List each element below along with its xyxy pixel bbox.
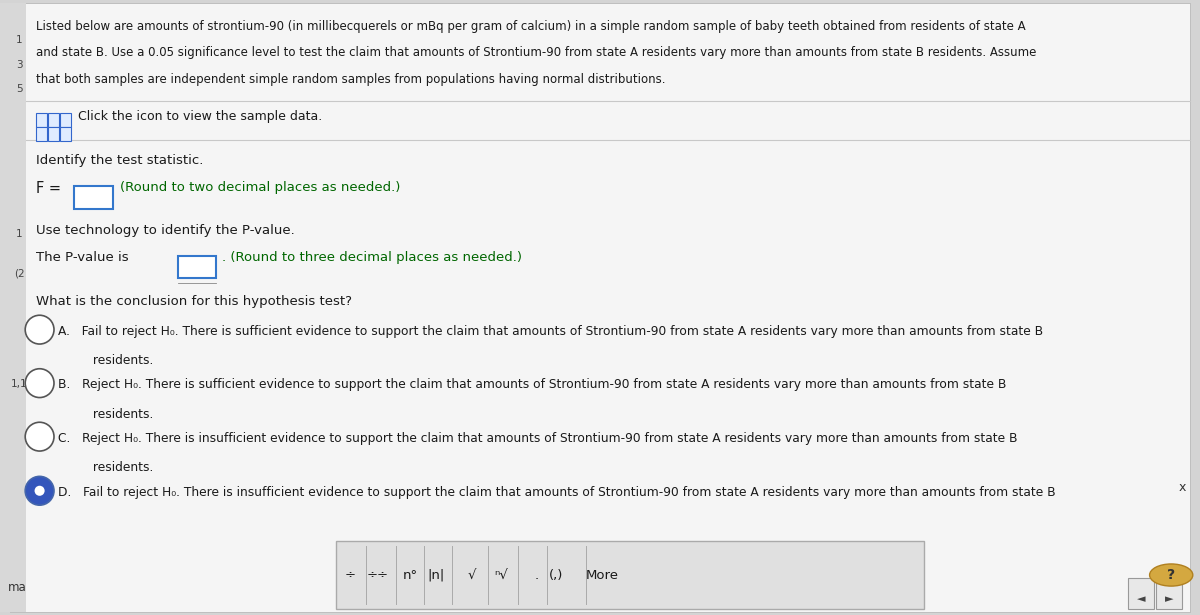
Text: More: More [586,568,619,582]
Bar [1156,578,1182,609]
Text: ma: ma [7,581,26,594]
Bar [48,113,59,127]
Ellipse shape [25,315,54,344]
Text: ?: ? [1168,568,1175,582]
Text: D.   Fail to reject H₀. There is insufficient evidence to support the claim that: D. Fail to reject H₀. There is insuffici… [58,486,1055,499]
Text: ÷÷: ÷÷ [367,568,389,582]
Text: residents.: residents. [58,354,152,367]
Bar [1128,578,1154,609]
Text: 1: 1 [16,229,23,239]
Text: Use technology to identify the P-value.: Use technology to identify the P-value. [36,224,295,237]
Bar [74,186,113,209]
Bar [36,113,47,127]
Text: residents.: residents. [58,461,152,474]
Bar [60,127,71,141]
Text: Identify the test statistic.: Identify the test statistic. [36,154,203,167]
Ellipse shape [25,423,54,451]
Ellipse shape [25,369,54,397]
FancyBboxPatch shape [10,3,1190,612]
Text: What is the conclusion for this hypothesis test?: What is the conclusion for this hypothes… [36,295,352,308]
Bar [336,541,924,609]
Text: 1,1: 1,1 [11,379,28,389]
Bar [178,256,216,278]
Text: . (Round to three decimal places as needed.): . (Round to three decimal places as need… [222,251,522,264]
Text: .: . [534,568,539,582]
Text: (,): (,) [548,568,563,582]
Circle shape [1150,564,1193,586]
Text: B.   Reject H₀. There is sufficient evidence to support the claim that amounts o: B. Reject H₀. There is sufficient eviden… [58,378,1006,391]
Bar [60,113,71,127]
Text: 5: 5 [16,84,23,94]
Text: ÷: ÷ [344,568,356,582]
Text: The P-value is: The P-value is [36,251,133,264]
Ellipse shape [35,486,44,496]
Text: A.   Fail to reject H₀. There is sufficient evidence to support the claim that a: A. Fail to reject H₀. There is sufficien… [58,325,1043,338]
Text: and state B. Use a 0.05 significance level to test the claim that amounts of Str: and state B. Use a 0.05 significance lev… [36,46,1037,59]
Bar [36,127,47,141]
Text: ◄: ◄ [1136,595,1146,605]
Text: x: x [1178,481,1186,494]
Text: ►: ► [1164,595,1174,605]
Text: 1: 1 [16,35,23,45]
FancyBboxPatch shape [0,3,26,612]
Text: that both samples are independent simple random samples from populations having : that both samples are independent simple… [36,73,666,85]
Text: |n|: |n| [427,568,444,582]
Text: (2: (2 [14,269,24,279]
Text: residents.: residents. [58,408,152,421]
Text: (Round to two decimal places as needed.): (Round to two decimal places as needed.) [120,181,401,194]
Text: Listed below are amounts of strontium-90 (in millibecquerels or mBq per gram of : Listed below are amounts of strontium-90… [36,20,1026,33]
Text: F =: F = [36,181,61,196]
Text: √: √ [467,568,476,582]
Text: n°: n° [403,568,418,582]
Text: 3: 3 [16,60,23,69]
Text: C.   Reject H₀. There is insufficient evidence to support the claim that amounts: C. Reject H₀. There is insufficient evid… [58,432,1018,445]
Bar [48,127,59,141]
Ellipse shape [25,477,54,505]
Text: ⁿ√: ⁿ√ [494,568,509,582]
Text: Click the icon to view the sample data.: Click the icon to view the sample data. [78,109,323,123]
